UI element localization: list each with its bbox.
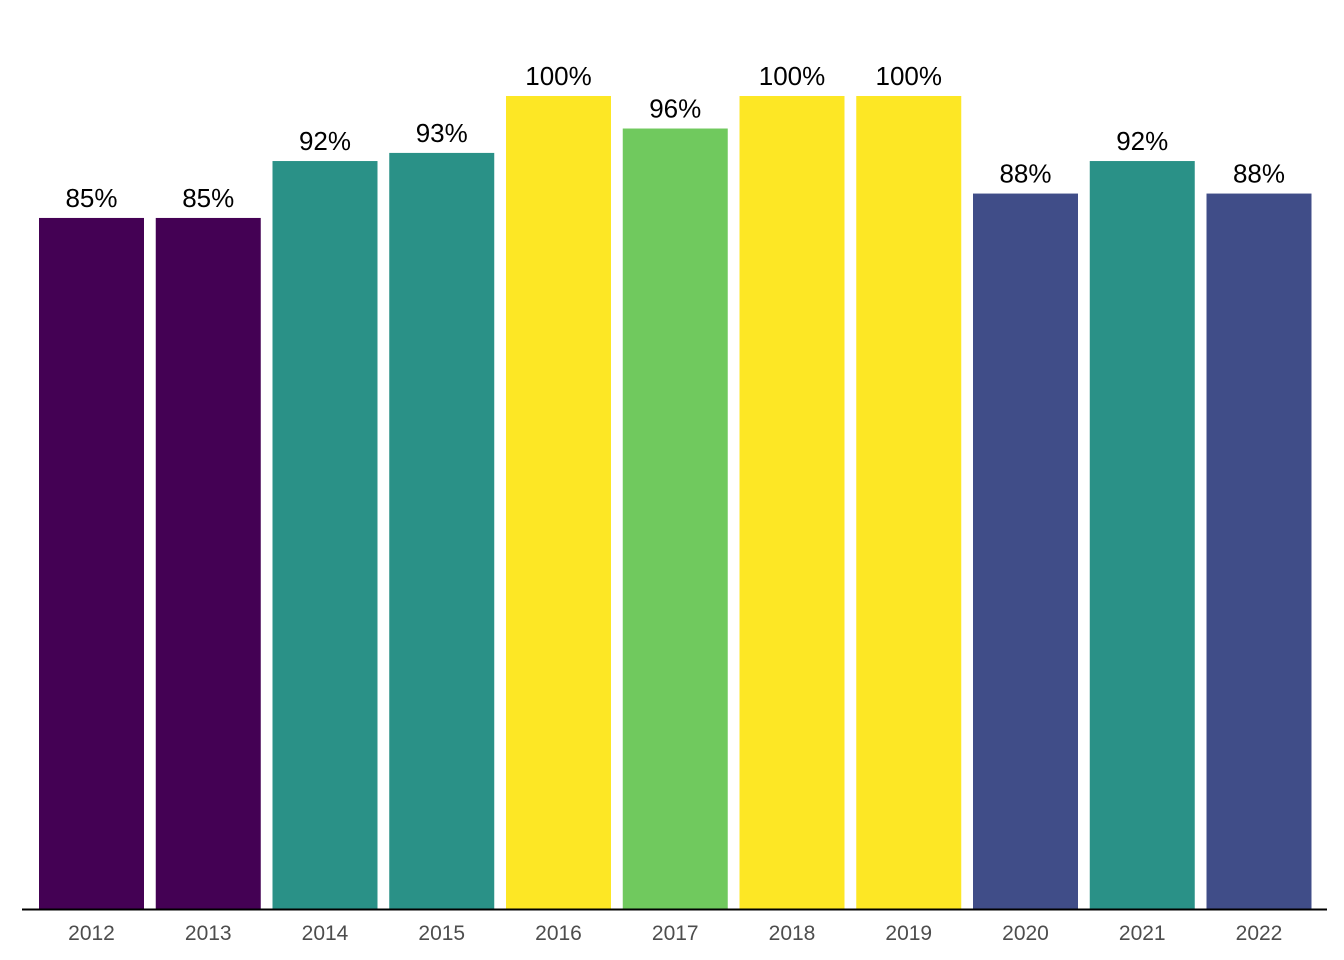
data-label-2016: 100% (525, 61, 592, 91)
x-tick-label-2016: 2016 (535, 922, 582, 945)
data-label-2021: 92% (1116, 126, 1168, 156)
bar-2016 (506, 96, 611, 909)
bar-2020 (973, 193, 1078, 909)
data-label-2017: 96% (649, 94, 701, 124)
data-label-2022: 88% (1233, 159, 1285, 189)
x-tick-label-2017: 2017 (652, 922, 699, 945)
bar-2014 (272, 161, 378, 910)
bar-2015 (389, 152, 495, 909)
bar-2022 (1206, 193, 1312, 909)
data-label-2015: 93% (416, 118, 468, 148)
data-label-2012: 85% (65, 183, 117, 213)
data-label-2014: 92% (299, 126, 351, 156)
x-tick-label-2013: 2013 (185, 922, 232, 945)
x-tick-label-2012: 2012 (68, 922, 115, 945)
x-tick-label-2022: 2022 (1236, 922, 1283, 945)
bar-2018 (739, 96, 845, 909)
bar-2017 (622, 128, 728, 909)
bar-2019 (856, 96, 962, 909)
data-label-2020: 88% (999, 159, 1051, 189)
bar-2012 (39, 217, 144, 909)
bar-2021 (1089, 161, 1195, 910)
value-labels-group: 85% 85% 92% 93% 100% 96% 100% 100% 88% 92% 88% (65, 61, 1285, 213)
x-tick-label-2014: 2014 (302, 922, 349, 945)
data-label-2018: 100% (759, 61, 826, 91)
x-tick-label-2021: 2021 (1119, 922, 1166, 945)
bars-group (39, 96, 1312, 910)
x-tick-label-2020: 2020 (1002, 922, 1049, 945)
bar-2013 (155, 217, 261, 909)
x-tick-label-2019: 2019 (885, 922, 932, 945)
x-tick-label-2018: 2018 (769, 922, 816, 945)
data-label-2019: 100% (876, 61, 943, 91)
data-label-2013: 85% (182, 183, 234, 213)
x-tick-labels-group: 2012 2013 2014 2015 2016 2017 2018 2019 2020 2021… (68, 922, 1282, 945)
x-tick-label-2015: 2015 (418, 922, 465, 945)
